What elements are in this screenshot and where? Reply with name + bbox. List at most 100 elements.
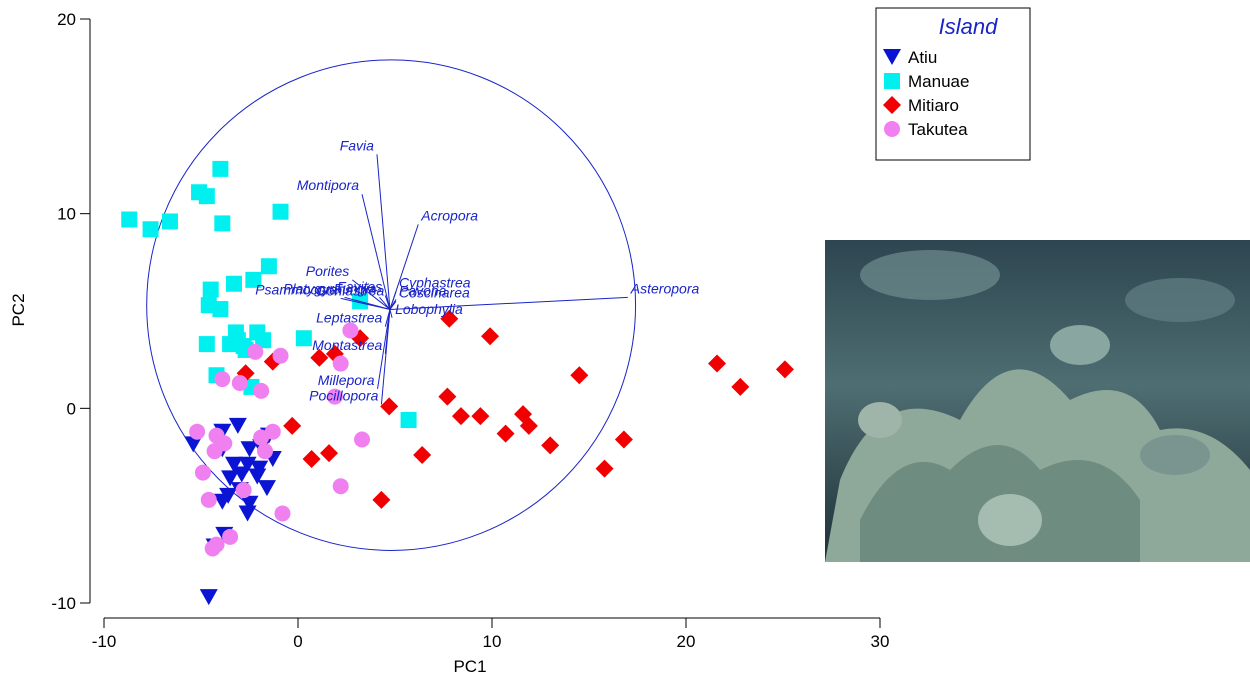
legend-marker — [884, 73, 900, 89]
point — [228, 417, 247, 434]
point — [199, 589, 218, 606]
vector-label: Lobophylia — [395, 301, 463, 317]
point — [481, 327, 500, 346]
point — [272, 203, 289, 220]
point — [213, 493, 232, 510]
vector-label: Montastrea — [312, 337, 382, 353]
point — [310, 348, 329, 367]
point — [302, 449, 321, 468]
point — [238, 505, 257, 522]
legend-label: Mitiaro — [908, 96, 959, 115]
point — [245, 271, 262, 288]
point — [235, 482, 252, 499]
loading-vector — [379, 297, 391, 310]
point — [438, 387, 457, 406]
point — [283, 416, 302, 435]
point — [253, 382, 270, 399]
vector-label: Pavona — [399, 282, 447, 298]
point — [231, 375, 248, 392]
point — [189, 423, 206, 440]
legend-title: Island — [939, 14, 998, 39]
vector-label: Psammocora — [255, 281, 338, 297]
point — [354, 431, 371, 448]
point — [326, 388, 343, 405]
point — [614, 430, 633, 449]
y-tick-label: 0 — [67, 399, 76, 418]
point — [775, 360, 794, 379]
point — [121, 211, 138, 228]
loading-vector — [340, 297, 391, 310]
loading-vector — [352, 279, 391, 310]
point — [440, 309, 459, 328]
vector-label: Asteropora — [630, 280, 700, 296]
loading-vector — [376, 154, 391, 310]
x-tick-label: -10 — [92, 632, 117, 651]
point — [519, 416, 538, 435]
legend-marker — [883, 49, 901, 65]
point — [221, 470, 240, 487]
point — [255, 332, 272, 349]
point — [198, 188, 215, 205]
point — [708, 354, 727, 373]
point — [595, 459, 614, 478]
x-tick-label: 30 — [871, 632, 890, 651]
x-tick-label: 20 — [677, 632, 696, 651]
legend-label: Manuae — [908, 72, 969, 91]
point — [541, 436, 560, 455]
point — [214, 371, 231, 388]
x-axis-label: PC1 — [453, 657, 486, 676]
point — [342, 322, 359, 339]
point — [731, 377, 750, 396]
vector-label: Porites — [306, 263, 350, 279]
vector-label: Favites — [337, 278, 382, 294]
point — [212, 160, 229, 177]
point — [413, 446, 432, 465]
y-tick-label: 20 — [57, 10, 76, 29]
point — [142, 221, 159, 238]
point — [184, 436, 203, 453]
point — [214, 215, 231, 232]
legend-marker — [884, 121, 900, 137]
point — [202, 281, 219, 298]
vector-label: Acropora — [420, 207, 478, 223]
vector-label: Platygyra — [283, 280, 342, 296]
photo — [825, 240, 1250, 562]
point — [240, 441, 259, 458]
point — [400, 412, 417, 429]
loading-vector — [389, 300, 397, 310]
point — [320, 444, 339, 463]
point — [295, 330, 312, 347]
point — [216, 435, 233, 452]
point — [272, 347, 289, 364]
vector-label: Fungia — [334, 280, 377, 296]
point — [161, 213, 178, 230]
point — [198, 336, 215, 353]
point — [372, 490, 391, 509]
legend-label: Takutea — [908, 120, 968, 139]
point — [496, 424, 515, 443]
legend: Island — [875, 7, 1031, 161]
point — [570, 366, 589, 385]
correlation-circle — [146, 59, 637, 551]
point — [240, 495, 259, 512]
y-axis-label: PC2 — [9, 293, 28, 326]
point — [224, 456, 243, 473]
point — [471, 407, 490, 426]
vector-label: Leptastrea — [316, 310, 382, 326]
point — [208, 536, 225, 553]
vector-label: Coscinarea — [399, 284, 470, 300]
point — [200, 491, 217, 508]
loading-vector — [377, 309, 391, 389]
vector-label: Favia — [340, 137, 374, 153]
loading-vector — [389, 291, 397, 310]
vector-label: Goniastrea — [316, 282, 385, 298]
vector-label: Cyphastrea — [399, 275, 471, 291]
point — [222, 528, 239, 545]
point — [225, 275, 242, 292]
point — [332, 478, 349, 495]
point — [257, 480, 276, 497]
point — [451, 407, 470, 426]
point — [194, 464, 211, 481]
vector-label: Pocillopora — [309, 387, 378, 403]
